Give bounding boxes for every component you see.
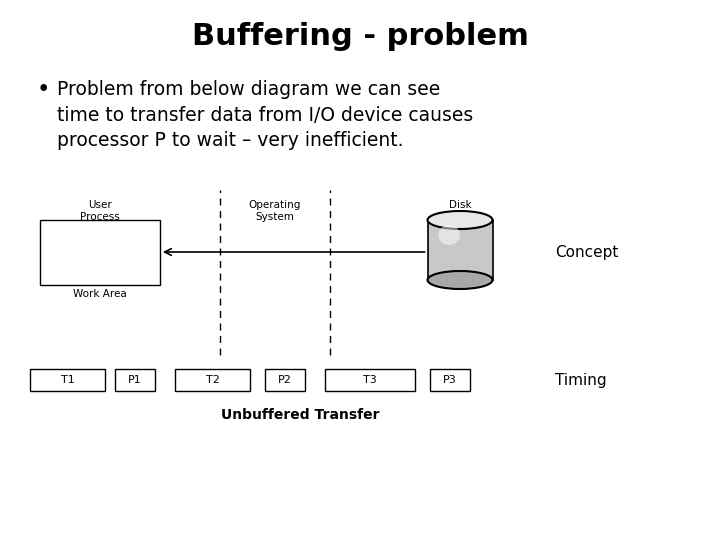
Text: T2: T2 xyxy=(206,375,220,385)
Text: P2: P2 xyxy=(278,375,292,385)
Text: Unbuffered Transfer: Unbuffered Transfer xyxy=(221,408,379,422)
Bar xyxy=(265,369,305,391)
Text: User
Process: User Process xyxy=(80,200,120,221)
Text: •: • xyxy=(37,78,50,101)
Ellipse shape xyxy=(428,211,492,229)
Bar xyxy=(428,220,492,280)
Text: Buffering - problem: Buffering - problem xyxy=(192,22,528,51)
Bar xyxy=(175,369,250,391)
Bar xyxy=(40,220,160,285)
Text: Problem from below diagram we can see
time to transfer data from I/O device caus: Problem from below diagram we can see ti… xyxy=(57,80,473,151)
Text: T1: T1 xyxy=(60,375,74,385)
Bar xyxy=(115,369,155,391)
Text: Work Area: Work Area xyxy=(73,289,127,299)
Text: Operating
System: Operating System xyxy=(249,200,301,221)
Text: P1: P1 xyxy=(128,375,142,385)
Bar xyxy=(30,369,105,391)
Text: Concept: Concept xyxy=(555,245,618,260)
Text: Timing: Timing xyxy=(555,373,607,388)
Text: Disk
Drive: Disk Drive xyxy=(446,200,474,221)
Ellipse shape xyxy=(428,271,492,289)
Bar xyxy=(325,369,415,391)
Text: T3: T3 xyxy=(363,375,377,385)
Ellipse shape xyxy=(438,225,460,245)
Text: P3: P3 xyxy=(443,375,457,385)
Bar xyxy=(430,369,470,391)
